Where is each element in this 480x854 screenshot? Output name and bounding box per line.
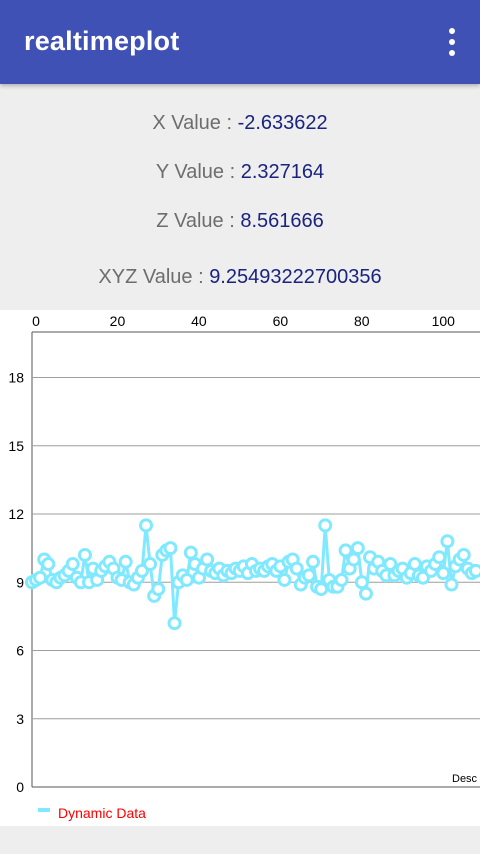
x-value-row: X Value : -2.633622 (0, 112, 480, 135)
data-point (183, 545, 198, 560)
data-point (179, 572, 194, 587)
app-bar: realtimeplot (0, 0, 480, 84)
line-chart[interactable]: 0 20 40 60 80 100 0 3 6 9 12 15 18 Desc Dynamic Dat… (0, 310, 480, 826)
x-tick-label: 80 (354, 313, 370, 329)
x-value-label: X Value : (152, 112, 238, 134)
data-point (354, 575, 369, 590)
data-point (432, 550, 447, 565)
data-point (456, 547, 471, 562)
data-point (444, 577, 459, 592)
x-value: -2.633622 (237, 112, 328, 134)
data-point (468, 563, 480, 578)
y-tick-label: 9 (16, 574, 24, 590)
data-point (306, 554, 321, 569)
more-vert-icon[interactable] (446, 28, 458, 56)
y-tick-label: 6 (16, 643, 24, 659)
data-point (41, 557, 56, 572)
data-point (167, 616, 182, 631)
y-value: 2.327164 (240, 161, 325, 183)
x-tick-label: 100 (432, 313, 456, 329)
y-tick-label: 12 (8, 506, 24, 522)
z-value: 8.561666 (240, 210, 324, 232)
data-point (350, 541, 365, 556)
y-value-label: Y Value : (155, 161, 241, 183)
data-point (407, 557, 422, 572)
chart-description: Desc (452, 773, 478, 785)
data-point (358, 586, 373, 601)
z-value-label: Z Value : (156, 210, 241, 232)
y-tick-label: 3 (16, 711, 24, 727)
data-point (318, 518, 333, 533)
chart-svg: 0 20 40 60 80 100 0 3 6 9 12 15 18 Desc Dynamic Dat… (8, 313, 480, 821)
data-point (346, 552, 361, 567)
xyz-value-label: XYZ Value : (98, 266, 210, 288)
data-point (440, 534, 455, 549)
legend-label: Dynamic Data (58, 805, 146, 821)
app-title: realtimeplot (24, 26, 180, 56)
xyz-value: 9.25493222700356 (209, 266, 382, 288)
x-tick-label: 60 (273, 313, 289, 329)
data-point (338, 543, 353, 558)
y-tick-label: 15 (8, 438, 24, 454)
data-point (77, 547, 92, 562)
data-point (277, 572, 292, 587)
legend-swatch (38, 808, 50, 812)
data-point (314, 582, 329, 597)
xyz-value-row: XYZ Value : 9.25493222700356 (0, 266, 480, 289)
data-point (163, 541, 178, 556)
x-tick-label: 20 (110, 313, 126, 329)
data-point (436, 566, 451, 581)
sensor-readings: X Value : -2.633622 Y Value : 2.327164 Z… (0, 84, 480, 310)
y-value-row: Y Value : 2.327164 (0, 161, 480, 184)
data-point (334, 572, 349, 587)
data-point (118, 554, 133, 569)
z-value-row: Z Value : 8.561666 (0, 210, 480, 233)
y-tick-label: 0 (16, 779, 24, 795)
data-point (139, 518, 154, 533)
data-point (200, 552, 215, 567)
data-point (289, 561, 304, 576)
x-tick-label: 40 (191, 313, 207, 329)
bottom-strip (0, 826, 480, 854)
data-point (151, 582, 166, 597)
y-tick-label: 18 (8, 370, 24, 386)
data-point (301, 568, 316, 583)
data-point (143, 557, 158, 572)
data-point (33, 570, 48, 585)
x-tick-label: 0 (32, 313, 40, 329)
data-point (65, 557, 80, 572)
